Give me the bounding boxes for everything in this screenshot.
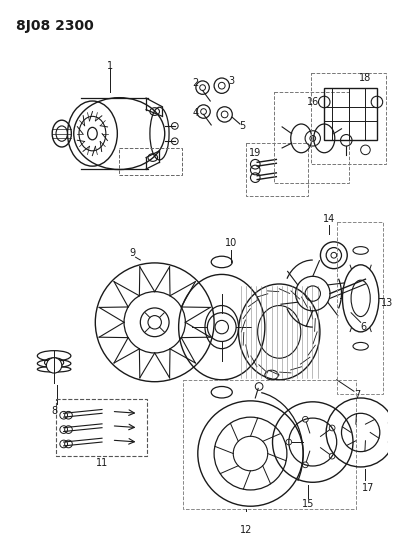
Text: 18: 18 <box>359 73 371 83</box>
Text: 15: 15 <box>302 499 314 510</box>
Text: 8J08 2300: 8J08 2300 <box>16 19 93 33</box>
Bar <box>119 148 182 175</box>
Text: 6: 6 <box>360 322 367 332</box>
Text: 13: 13 <box>381 298 393 308</box>
Bar <box>311 73 385 164</box>
Text: 2: 2 <box>192 78 198 88</box>
Text: 7: 7 <box>355 390 361 400</box>
Text: 10: 10 <box>225 238 237 248</box>
Text: 8: 8 <box>51 406 57 416</box>
Text: 4: 4 <box>193 109 199 118</box>
Text: 11: 11 <box>96 458 108 468</box>
Bar <box>246 143 308 196</box>
Text: 17: 17 <box>362 483 375 493</box>
Text: 5: 5 <box>239 121 245 131</box>
Text: 19: 19 <box>249 148 261 158</box>
Text: 14: 14 <box>323 214 335 224</box>
Text: 12: 12 <box>239 525 252 533</box>
Text: 1: 1 <box>107 61 113 70</box>
Text: 16: 16 <box>306 97 319 107</box>
Bar <box>324 87 377 140</box>
Bar <box>275 92 349 183</box>
Bar <box>184 380 356 509</box>
Circle shape <box>46 358 62 373</box>
Bar <box>56 399 147 456</box>
Bar <box>337 222 383 394</box>
Text: 9: 9 <box>130 248 136 259</box>
Text: 3: 3 <box>228 76 234 86</box>
